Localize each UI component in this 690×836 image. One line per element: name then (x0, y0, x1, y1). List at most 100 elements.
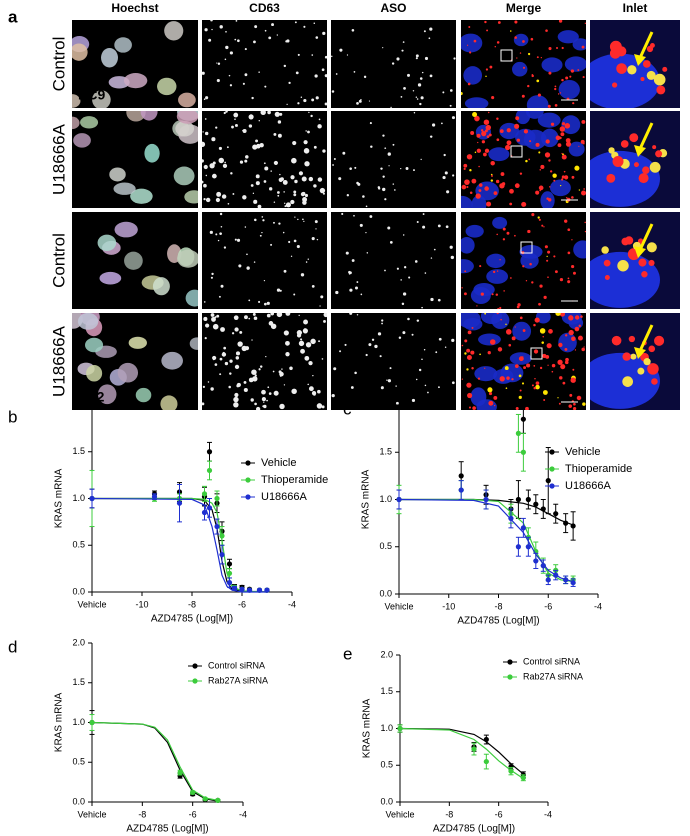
nucleus (461, 313, 481, 329)
puncta (310, 114, 313, 118)
y-axis-label: KRAS mRNA (54, 692, 65, 752)
puncta (546, 255, 548, 258)
puncta (304, 161, 310, 167)
puncta (514, 364, 519, 368)
puncta (294, 179, 298, 184)
puncta (231, 125, 234, 129)
puncta (531, 73, 534, 76)
puncta (263, 404, 267, 409)
puncta (255, 181, 260, 186)
puncta (646, 45, 654, 53)
puncta (242, 82, 245, 85)
data-point (256, 587, 263, 593)
y-tick-label: 1.5 (380, 686, 393, 696)
nucleus (461, 195, 473, 208)
puncta (332, 164, 334, 166)
puncta (384, 198, 387, 201)
puncta (283, 384, 286, 386)
puncta (232, 193, 235, 195)
puncta (389, 367, 392, 370)
puncta (207, 381, 210, 383)
puncta (461, 287, 463, 289)
puncta (210, 313, 215, 317)
puncta (268, 187, 273, 191)
puncta (267, 386, 270, 389)
nucleus (540, 191, 555, 208)
puncta (413, 112, 416, 114)
data-point (483, 496, 489, 503)
puncta (427, 391, 429, 394)
panel-letter: b (8, 407, 17, 426)
puncta (582, 402, 586, 406)
x-tick-label: -10 (442, 601, 455, 611)
puncta (432, 123, 436, 127)
puncta (485, 75, 487, 78)
puncta (561, 46, 564, 50)
puncta (505, 329, 512, 335)
puncta (544, 152, 551, 158)
puncta (285, 313, 291, 316)
puncta (568, 315, 574, 321)
puncta (223, 246, 227, 249)
nucleus (486, 253, 506, 269)
panel-letter: a (8, 7, 18, 26)
data-point (396, 496, 402, 503)
nucleus (72, 94, 81, 108)
puncta (555, 46, 559, 50)
puncta (308, 111, 310, 114)
puncta (422, 213, 425, 215)
data-point (239, 586, 245, 592)
micrograph (461, 313, 586, 410)
puncta (535, 190, 540, 195)
puncta (554, 87, 557, 91)
puncta (303, 148, 310, 154)
puncta (223, 346, 227, 350)
puncta (535, 384, 540, 390)
puncta (263, 180, 267, 183)
puncta (503, 290, 505, 292)
puncta (271, 23, 274, 27)
puncta (270, 170, 272, 172)
puncta (248, 377, 254, 383)
data-point (190, 789, 196, 796)
puncta (452, 174, 455, 177)
puncta (565, 76, 569, 80)
puncta (351, 259, 355, 262)
puncta (319, 187, 326, 194)
nucleus (590, 150, 660, 207)
data-point (201, 491, 208, 497)
puncta (622, 352, 631, 361)
nucleus (114, 37, 132, 53)
puncta (443, 153, 446, 157)
puncta (514, 234, 516, 237)
puncta (236, 382, 241, 387)
puncta (248, 317, 251, 320)
puncta (540, 56, 542, 59)
puncta (202, 180, 204, 184)
puncta (321, 358, 324, 360)
puncta (648, 345, 656, 353)
puncta (415, 96, 418, 98)
puncta (488, 391, 493, 396)
puncta (424, 384, 427, 387)
puncta (365, 205, 368, 208)
puncta (268, 36, 272, 40)
nucleus (130, 188, 153, 204)
puncta (572, 406, 577, 410)
x-axis-label: AZD4785 (Log[M]) (433, 824, 515, 835)
puncta (557, 143, 562, 148)
puncta (374, 344, 378, 349)
puncta (382, 47, 384, 49)
puncta (516, 57, 518, 59)
puncta (298, 314, 300, 317)
puncta (403, 266, 407, 269)
puncta (202, 385, 206, 389)
puncta (322, 31, 326, 36)
puncta (315, 36, 319, 39)
nucleus (157, 77, 177, 96)
puncta (288, 81, 291, 84)
puncta (318, 118, 321, 121)
puncta (250, 398, 254, 402)
puncta (317, 389, 321, 394)
